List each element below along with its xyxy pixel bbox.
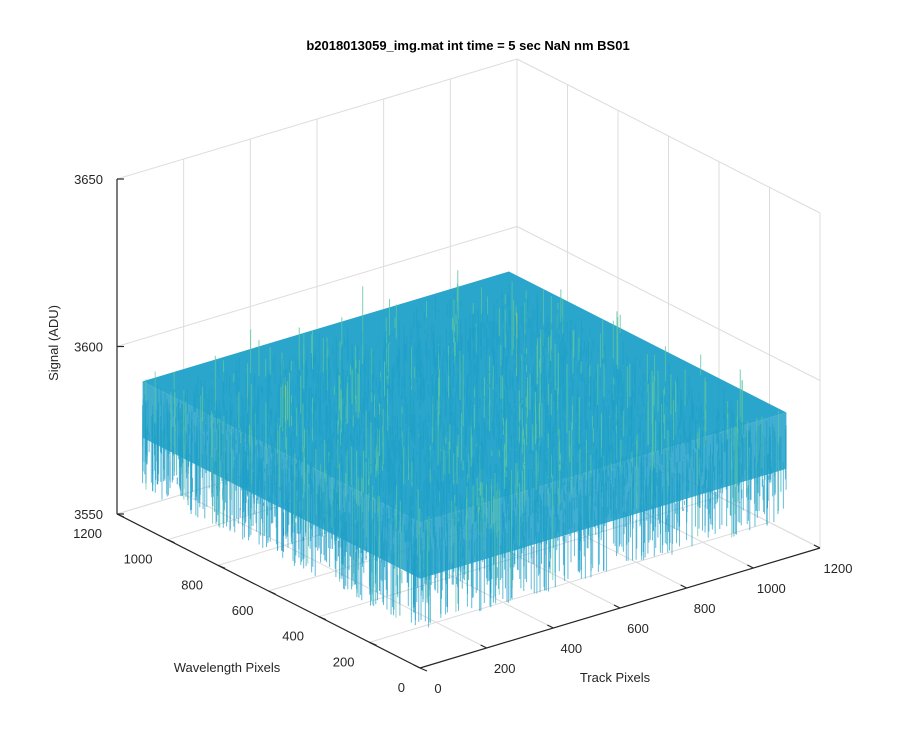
z-axis-label: Signal (ADU): [46, 305, 61, 381]
label-layer: 0 200 400 600 800 1000 1200 0 200 400 600 800 1000 12…: [73, 172, 852, 696]
y-tick-label: 400: [282, 629, 304, 644]
floor-grid-y: [369, 521, 770, 643]
x-tick: [547, 624, 554, 629]
x-tick-label: 600: [627, 621, 649, 636]
y-tick-label: 800: [181, 577, 203, 592]
x-tick: [813, 544, 821, 549]
x-tick: [680, 584, 687, 589]
y-tick: [369, 641, 377, 646]
y-axis-label: Wavelength Pixels: [174, 660, 281, 675]
y-tick-label: 600: [232, 603, 254, 618]
y-tick: [217, 564, 226, 569]
axes-layer: [116, 178, 821, 672]
surface-layer: [142, 270, 787, 628]
rightwall-grid-z: [516, 58, 821, 214]
x-tick: [613, 604, 621, 609]
x-tick-label: 1000: [757, 581, 786, 596]
y-tick-label: 0: [398, 680, 405, 695]
x-tick-label: 800: [694, 601, 716, 616]
x-tick-label: 400: [560, 641, 582, 656]
x-tick-label: 0: [434, 681, 441, 696]
x-tick: [413, 664, 421, 669]
x-tick-label: 200: [494, 661, 516, 676]
y-tick-label: 1200: [73, 526, 102, 541]
x-axis-label: Track Pixels: [580, 670, 651, 685]
rightwall-grid-z: [516, 226, 821, 381]
y-tick-label: 1000: [124, 552, 153, 567]
z-tick-label: 3550: [74, 507, 103, 522]
y-tick: [268, 590, 276, 595]
z-tick-label: 3650: [74, 172, 103, 187]
backwall-grid-z: [116, 226, 518, 347]
y-tick-label: 200: [333, 654, 355, 669]
y-tick: [419, 667, 428, 672]
x-tick: [747, 564, 754, 569]
x-tick: [480, 644, 487, 649]
backwall-grid-z: [116, 58, 518, 180]
z-tick-label: 3600: [74, 340, 103, 355]
y-tick: [318, 616, 327, 621]
chart-title: b2018013059_img.mat int time = 5 sec NaN…: [306, 38, 629, 53]
x-tick-label: 1200: [824, 561, 853, 576]
y-tick: [167, 539, 175, 544]
